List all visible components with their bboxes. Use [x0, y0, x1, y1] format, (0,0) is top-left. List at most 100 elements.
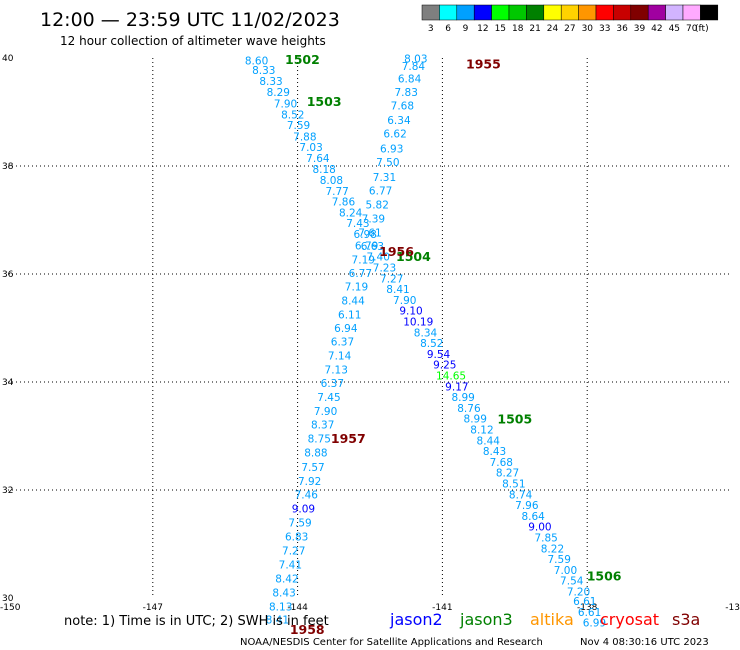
swh-value: 8.43	[483, 446, 506, 458]
pass-time-labels: 1502 1503 1504 1505 1506 1955 1956 1957 1958	[285, 52, 622, 637]
swh-value: 7.84	[402, 61, 426, 73]
swh-value: 7.68	[490, 457, 513, 469]
swh-value: 9.25	[433, 360, 456, 372]
swh-value: 7.31	[373, 172, 396, 184]
axis-ticks: -150 -147 -144 -141 -138 -13 30 32 34 36 38 40	[0, 54, 740, 613]
swh-value: 7.46	[295, 489, 319, 501]
units-note: note: 1) Time is in UTC; 2) SWH is in fe…	[64, 614, 329, 629]
legend-swatch	[439, 4, 458, 21]
legend-bin-label: 42	[651, 24, 662, 34]
footer-credit: NOAA/NESDIS Center for Satellite Applica…	[240, 637, 543, 648]
swh-value: 8.33	[252, 65, 275, 77]
legend-unit-label: (ft)	[695, 24, 709, 34]
swh-value: 9.54	[427, 349, 451, 361]
swh-value: 7.77	[325, 186, 348, 198]
legend-swatch	[613, 4, 632, 21]
swh-value: 8.12	[470, 425, 493, 437]
x-tick-label: -147	[143, 603, 163, 613]
legend-bin-label: 6	[445, 24, 451, 34]
legend-bin-label: 18	[512, 24, 524, 34]
swh-value: 7.27	[282, 545, 305, 557]
swh-value: 8.33	[259, 76, 282, 88]
swh-value: 7.57	[301, 462, 324, 474]
swh-value: 6.62	[383, 129, 406, 141]
swh-value: 8.88	[304, 448, 327, 460]
swh-value: 9.10	[399, 306, 422, 318]
swh-value: 6.77	[349, 268, 372, 280]
legend-swatch	[456, 4, 475, 21]
swh-value: 7.61	[358, 227, 381, 239]
swh-value: 7.50	[376, 157, 399, 169]
legend-swatch	[700, 4, 719, 21]
legend-bin-label: 30	[582, 24, 594, 34]
swh-value: 6.63	[361, 241, 384, 253]
swh-value: 6.83	[285, 531, 308, 543]
swh-value: 6.84	[398, 74, 422, 86]
swh-value: 6.37	[331, 337, 354, 349]
swh-value: 8.52	[420, 338, 443, 350]
legend-bin-label: 27	[564, 24, 575, 34]
swh-value: 8.03	[404, 54, 427, 66]
swh-value: 6.94	[334, 323, 358, 335]
swh-value: 7.90	[274, 98, 297, 110]
legend-swatch	[647, 4, 666, 21]
legend-swatch	[421, 4, 440, 21]
swh-value: 6.11	[338, 310, 361, 322]
x-tick-label: -13	[725, 603, 740, 613]
swh-value: 9.17	[445, 381, 468, 393]
pass-time: 1955	[466, 56, 501, 71]
legend-bin-label: 33	[599, 24, 610, 34]
legend-bin-label: 21	[529, 24, 540, 34]
swh-value: 9.09	[292, 503, 315, 515]
satellite-legend: jason2 jason3 altika cryosat s3a	[389, 610, 700, 629]
swh-value: 8.34	[414, 327, 438, 339]
swh-value: 8.44	[477, 435, 501, 447]
swh-value: 7.40	[367, 252, 390, 264]
swh-value: 7.54	[560, 576, 584, 588]
legend-swatch	[508, 4, 527, 21]
swh-value: 8.41	[266, 615, 289, 627]
swh-value: 7.83	[395, 87, 418, 99]
swh-value: 7.14	[328, 351, 352, 363]
legend-bin-label: 12	[477, 24, 488, 34]
swh-value: 7.92	[298, 476, 321, 488]
legend-swatch	[543, 4, 562, 21]
swh-value: 6.98	[353, 229, 376, 241]
swh-value: 7.86	[332, 197, 356, 209]
swh-value: 8.37	[311, 420, 334, 432]
swh-value: 6.99	[583, 617, 606, 629]
legend-swatch	[630, 4, 649, 21]
swh-value: 7.59	[287, 120, 310, 132]
swh-value: 7.96	[515, 500, 539, 512]
pass-time: 1505	[497, 412, 532, 427]
legend-swatch	[578, 4, 597, 21]
swh-value: 7.23	[373, 263, 396, 275]
x-tick-label: -138	[577, 603, 598, 613]
swh-value: 14.65	[436, 371, 466, 383]
swh-value: 7.19	[352, 254, 375, 266]
legend-bin-label: 39	[634, 24, 646, 34]
pass-time: 1504	[396, 249, 431, 264]
swh-value: 8.29	[267, 87, 290, 99]
swh-value: 8.75	[308, 434, 331, 446]
swh-value: 6.79	[355, 240, 378, 252]
swh-value: 7.00	[554, 565, 577, 577]
swh-value: 8.51	[502, 479, 525, 491]
pass-time: 1503	[307, 94, 342, 109]
swh-value: 7.90	[393, 295, 416, 307]
pass-time: 1958	[290, 622, 325, 637]
satellite-name: s3a	[672, 610, 700, 629]
y-tick-label: 36	[2, 270, 14, 280]
pass-time: 1957	[331, 431, 366, 446]
swh-value: 7.03	[299, 142, 322, 154]
x-tick-label: -141	[432, 603, 452, 613]
legend-bin-label: 15	[495, 24, 506, 34]
swh-value: 6.77	[369, 185, 392, 197]
legend-bin-label: 45	[669, 24, 680, 34]
swh-value: 7.90	[314, 406, 337, 418]
y-tick-label: 38	[2, 162, 14, 172]
swh-color-legend: 3 6 9 12 15 18 21 24 27 30 33 36 39 42 45 70(ft)	[421, 4, 719, 34]
satellite-name: jason3	[459, 610, 513, 629]
swh-value: 7.39	[362, 213, 385, 225]
map-grid	[8, 58, 732, 598]
